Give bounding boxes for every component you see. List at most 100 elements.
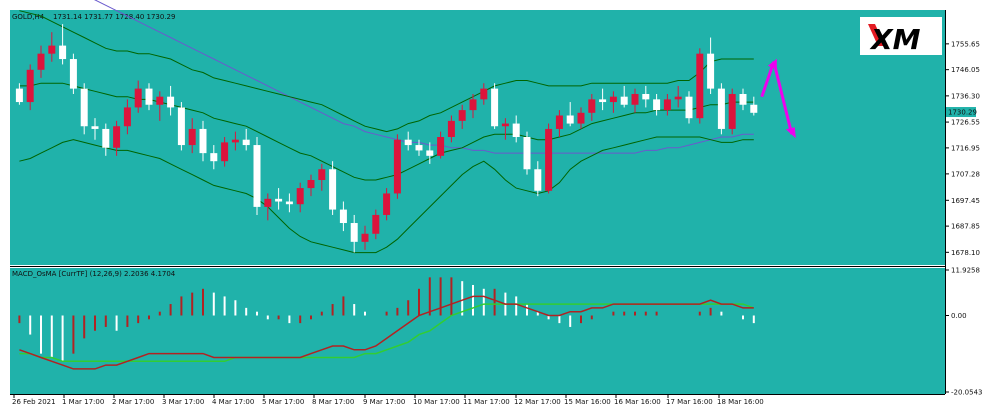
candle-bear-body: [350, 223, 358, 242]
time-tick-label: 17 Mar 16:00: [666, 398, 713, 406]
candle-bull-body: [447, 120, 455, 137]
candle-bull-body: [123, 107, 131, 127]
candle-bull-body: [26, 69, 34, 103]
xm-logo: XM: [860, 17, 942, 56]
logo-red-stroke: [868, 24, 885, 46]
candlesticks: [15, 24, 758, 253]
candle-bear-body: [167, 96, 175, 108]
candle-bear-body: [177, 107, 185, 146]
price-tick-label: 1678.10: [951, 249, 980, 257]
candle-bear-body: [566, 115, 574, 124]
candle-bear-body: [69, 59, 77, 89]
candle-bull-body: [361, 233, 369, 242]
price-tick-label: 1736.30: [951, 92, 980, 100]
candle-bull-body: [134, 88, 142, 108]
candle-bull-body: [393, 139, 401, 194]
bollinger-middle-line: [19, 82, 754, 181]
candle-bear-body: [91, 126, 99, 129]
ohlc-label: 1731.14 1731.77 1728.40 1730.29: [53, 13, 175, 21]
moving-average-line: [94, 0, 754, 154]
macd-histogram: [18, 277, 755, 362]
candle-bull-body: [501, 123, 509, 127]
time-tick-label: 1 Mar 17:00: [62, 398, 104, 406]
candle-bear-body: [210, 153, 218, 162]
candle-bull-body: [674, 96, 682, 100]
time-tick-label: 15 Mar 16:00: [564, 398, 611, 406]
candle-bear-body: [707, 53, 715, 89]
candle-bear-body: [80, 88, 88, 127]
macd-tick-label: 11.9258: [951, 267, 980, 275]
time-tick-label: 9 Mar 17:00: [363, 398, 405, 406]
candle-bear-body: [285, 201, 293, 205]
symbol-label: GOLD,H4: [12, 13, 45, 21]
current-price-tag: 1730.29: [946, 107, 977, 118]
candle-bull-body: [545, 128, 553, 191]
macd-tick-label: -20.0543: [951, 389, 982, 397]
candle-bull-body: [264, 198, 272, 207]
time-tick-label: 11 Mar 17:00: [463, 398, 510, 406]
forecast-arrow-down-shaft: [772, 61, 794, 135]
price-tick-label: 1726.55: [951, 119, 980, 127]
candle-bear-body: [242, 139, 250, 146]
candle-bull-body: [631, 93, 639, 105]
candle-bull-body: [113, 126, 121, 148]
candle-bear-body: [59, 45, 67, 60]
candle-bear-body: [717, 88, 725, 129]
candle-bull-body: [296, 188, 304, 205]
bollinger-upper-line: [19, 10, 754, 133]
macd-main-line: [19, 295, 754, 370]
candle-bull-body: [577, 112, 585, 124]
candle-bear-body: [415, 145, 423, 151]
time-tick-label: 26 Feb 2021: [12, 398, 56, 406]
forecast-arrow-up-shaft: [760, 61, 776, 98]
candle-bear-body: [599, 99, 607, 103]
price-tick-label: 1746.05: [951, 66, 980, 74]
time-tick-label: 4 Mar 17:00: [212, 398, 254, 406]
price-tick-label: 1755.65: [951, 40, 980, 48]
forecast-arrow-down-head: [785, 127, 796, 139]
price-tick-label: 1707.28: [951, 170, 980, 178]
time-tick-label: 18 Mar 16:00: [717, 398, 764, 406]
forecast-arrows: [760, 58, 796, 139]
candle-bear-body: [339, 209, 347, 224]
macd-panel-background: [10, 268, 945, 394]
logo-text: XM: [869, 23, 921, 56]
price-tag-box: [946, 107, 976, 118]
macd-y-axis: 11.9258 0.00 -20.0543: [945, 267, 982, 397]
candle-bear-body: [145, 88, 153, 105]
macd-tick-label: 0.00: [951, 312, 967, 320]
candle-bear-body: [642, 93, 650, 100]
candle-bear-body: [275, 198, 283, 202]
candle-bull-body: [696, 53, 704, 119]
candle-bull-body: [307, 180, 315, 189]
candle-bear-body: [739, 93, 747, 105]
candle-bull-body: [372, 214, 380, 234]
candle-bear-body: [620, 96, 628, 105]
candle-bear-body: [534, 169, 542, 191]
candle-bear-body: [523, 137, 531, 170]
candle-bear-body: [404, 139, 412, 146]
candle-bull-body: [728, 93, 736, 129]
candle-bear-body: [102, 128, 110, 148]
price-y-axis: 1755.65 1746.05 1736.30 1726.55 1716.95 1707.…: [945, 40, 980, 257]
macd-lines: [19, 295, 755, 370]
candle-bull-body: [188, 128, 196, 146]
time-axis: 26 Feb 2021 1 Mar 17:00 2 Mar 17:00 3 Mar 1…: [12, 394, 764, 406]
candle-bull-body: [221, 142, 229, 162]
candle-bear-body: [491, 88, 499, 127]
candle-bear-body: [685, 96, 693, 119]
candle-bull-body: [663, 99, 671, 111]
time-tick-label: 2 Mar 17:00: [112, 398, 154, 406]
candle-bull-body: [458, 110, 466, 121]
candle-bull-body: [383, 193, 391, 215]
candle-bear-body: [199, 128, 207, 154]
candle-bull-body: [48, 45, 56, 54]
candle-bull-body: [609, 96, 617, 103]
candle-bull-body: [480, 88, 488, 100]
time-tick-label: 16 Mar 16:00: [614, 398, 661, 406]
candle-bull-body: [469, 99, 477, 111]
price-tick-label: 1716.95: [951, 144, 980, 152]
candle-bear-body: [329, 169, 337, 210]
candle-bear-body: [426, 150, 434, 156]
time-tick-label: 3 Mar 17:00: [162, 398, 204, 406]
